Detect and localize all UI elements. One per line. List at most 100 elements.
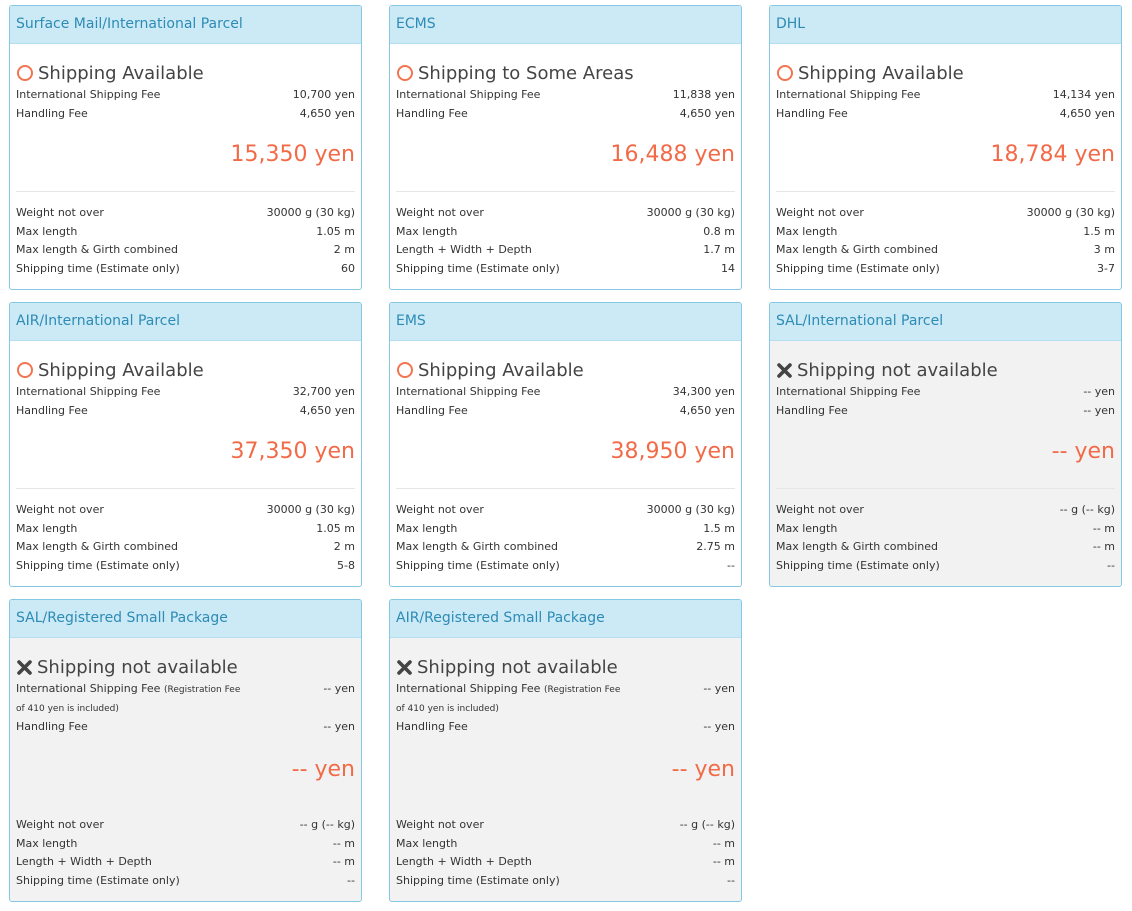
spec-row: Max length 1.5 m — [396, 520, 735, 539]
international-fee-label: International Shipping Fee (Registration… — [16, 680, 240, 700]
spec-label: Shipping time (Estimate only) — [16, 261, 180, 275]
spec-row: Max length & Girth combined -- m — [776, 538, 1115, 557]
shipping-option-card[interactable]: EMS Shipping Available International Shipp… — [389, 302, 742, 587]
spec-row: Max length 1.5 m — [776, 223, 1115, 242]
handling-fee-label: Handling Fee — [396, 106, 468, 120]
spec-label: Shipping time (Estimate only) — [396, 261, 560, 275]
handling-fee-row: Handling Fee -- yen — [776, 402, 1115, 421]
shipping-specs: Weight not over 30000 g (30 kg) Max length… — [396, 204, 735, 278]
shipping-method-title: SAL/International Parcel — [770, 303, 1121, 341]
spec-row: Shipping time (Estimate only) -- — [776, 557, 1115, 576]
shipping-method-title: AIR/International Parcel — [10, 303, 361, 341]
total-price: -- yen — [671, 756, 735, 782]
spec-label: Weight not over — [396, 818, 484, 831]
international-fee-label-text: International Shipping Fee — [776, 88, 921, 101]
spec-value: -- m — [332, 855, 355, 868]
shipping-method-title: EMS — [390, 303, 741, 341]
spec-label: Weight not over — [396, 206, 484, 219]
spec-row: Shipping time (Estimate only) 60 — [16, 260, 355, 279]
x-icon — [776, 360, 793, 380]
shipping-status-text: Shipping not available — [797, 359, 998, 381]
spec-value: 1.05 m — [316, 224, 355, 238]
spec-row: Shipping time (Estimate only) 5-8 — [16, 557, 355, 576]
registration-note-cont: of 410 yen is included) — [16, 703, 119, 714]
shipping-specs: Weight not over -- g (-- kg) Max length -- … — [396, 816, 735, 890]
divider — [776, 191, 1115, 192]
registration-note-row: of 410 yen is included) — [396, 700, 735, 719]
shipping-option-card[interactable]: SAL/International Parcel Shipping not ava… — [769, 302, 1122, 587]
card-body: Shipping Available International Shipping… — [770, 62, 1121, 170]
shipping-option-card[interactable]: Surface Mail/International Parcel Shippin… — [9, 5, 362, 290]
fee-breakdown: International Shipping Fee 34,300 yen Hand… — [396, 383, 735, 420]
international-fee-label: International Shipping Fee — [16, 86, 160, 105]
total-price: 37,350 yen — [230, 439, 355, 464]
spec-row: Weight not over -- g (-- kg) — [776, 501, 1115, 520]
spec-value: 14 — [721, 261, 735, 275]
spec-label: Weight not over — [396, 503, 484, 516]
card-body: Shipping not available International Ship… — [10, 656, 361, 785]
handling-fee-label: Handling Fee — [16, 403, 88, 417]
spec-row: Length + Width + Depth -- m — [16, 853, 355, 872]
spec-label: Max length — [16, 521, 78, 535]
spec-label: Max length — [396, 224, 458, 238]
fee-breakdown: International Shipping Fee -- yen Handling… — [776, 383, 1115, 420]
shipping-status: Shipping Available — [16, 359, 355, 381]
divider — [396, 191, 735, 192]
handling-fee-label: Handling Fee — [776, 106, 848, 120]
spec-label: Shipping time (Estimate only) — [776, 558, 940, 572]
shipping-option-card[interactable]: ECMS Shipping to Some Areas International … — [389, 5, 742, 290]
spec-label: Max length & Girth combined — [776, 243, 939, 256]
shipping-method-title: SAL/Registered Small Package — [10, 600, 361, 638]
handling-fee-label: Handling Fee — [16, 106, 88, 120]
shipping-specs: Weight not over -- g (-- kg) Max length -- … — [16, 816, 355, 890]
international-fee-value: 34,300 yen — [672, 385, 735, 398]
international-fee-label: International Shipping Fee — [16, 383, 160, 402]
circle-icon — [397, 65, 413, 81]
shipping-status-text: Shipping Available — [418, 359, 584, 381]
spec-row: Max length -- m — [16, 835, 355, 854]
handling-fee-row: Handling Fee -- yen — [396, 718, 735, 737]
spec-value: 3 m — [1093, 243, 1115, 256]
shipping-specs: Weight not over 30000 g (30 kg) Max length… — [16, 501, 355, 575]
spec-label: Max length — [16, 836, 78, 850]
card-body: Shipping not available International Ship… — [390, 656, 741, 785]
handling-fee-value: -- yen — [1083, 403, 1115, 417]
spec-label: Max length & Girth combined — [16, 243, 179, 256]
card-body: Shipping to Some Areas International Ship… — [390, 62, 741, 170]
spec-row: Max length & Girth combined 2.75 m — [396, 538, 735, 557]
card-body: Shipping Available International Shipping… — [390, 359, 741, 467]
spec-row: Weight not over 30000 g (30 kg) — [776, 204, 1115, 223]
international-fee-label: International Shipping Fee — [776, 86, 920, 105]
international-fee-row: International Shipping Fee 10,700 yen — [16, 86, 355, 105]
spec-value: 30000 g (30 kg) — [266, 503, 355, 516]
international-fee-label-text: International Shipping Fee — [396, 88, 541, 101]
spec-value: -- g (-- kg) — [1059, 503, 1115, 516]
shipping-option-card[interactable]: AIR/International Parcel Shipping Availab… — [9, 302, 362, 587]
spec-row: Max length -- m — [776, 520, 1115, 539]
x-icon — [16, 657, 33, 677]
spec-label: Max length — [776, 224, 838, 238]
international-fee-label-text: International Shipping Fee — [16, 385, 161, 398]
total-price: 16,488 yen — [610, 142, 735, 167]
international-fee-value: 32,700 yen — [292, 385, 355, 398]
divider — [16, 191, 355, 192]
handling-fee-row: Handling Fee 4,650 yen — [16, 105, 355, 124]
shipping-status-text: Shipping not available — [417, 656, 618, 678]
spec-row: Shipping time (Estimate only) -- — [16, 872, 355, 891]
spec-value: -- m — [1092, 540, 1115, 553]
shipping-option-card[interactable]: AIR/Registered Small Package Shipping not… — [389, 599, 742, 902]
shipping-option-card[interactable]: DHL Shipping Available International Shipp… — [769, 5, 1122, 290]
spec-label: Shipping time (Estimate only) — [776, 261, 940, 275]
shipping-status-text: Shipping not available — [37, 656, 238, 678]
handling-fee-label: Handling Fee — [16, 720, 88, 733]
international-fee-value: 11,838 yen — [672, 88, 735, 101]
international-fee-label: International Shipping Fee — [776, 383, 920, 402]
spec-row: Shipping time (Estimate only) -- — [396, 557, 735, 576]
shipping-option-card[interactable]: SAL/Registered Small Package Shipping not… — [9, 599, 362, 902]
international-fee-label-text: International Shipping Fee — [16, 682, 161, 695]
spec-value: 2.75 m — [696, 540, 735, 553]
divider — [776, 488, 1115, 489]
spec-row: Length + Width + Depth 1.7 m — [396, 241, 735, 260]
handling-fee-row: Handling Fee 4,650 yen — [16, 402, 355, 421]
